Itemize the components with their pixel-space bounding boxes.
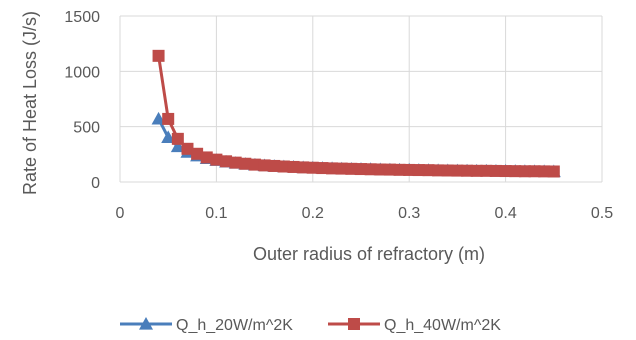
data-point: [441, 164, 454, 177]
x-tick-label: 0.3: [398, 205, 420, 222]
data-point: [171, 132, 184, 145]
data-point: [210, 153, 223, 166]
data-point: [335, 162, 348, 175]
y-axis-title: Rate of Heat Loss (J/s): [20, 11, 40, 195]
data-point: [451, 164, 464, 177]
data-point: [229, 156, 242, 169]
data-point: [345, 162, 358, 175]
data-point: [412, 164, 425, 177]
legend-marker: [139, 317, 153, 330]
data-point: [287, 160, 300, 173]
data-point: [162, 112, 175, 125]
data-point: [161, 130, 176, 144]
data-point: [239, 157, 252, 170]
x-tick-label: 0.4: [494, 205, 516, 222]
series-2: [152, 49, 560, 178]
legend: Q_h_20W/m^2K Q_h_40W/m^2K: [120, 317, 501, 334]
y-tick-label: 1500: [64, 9, 100, 26]
data-point: [499, 165, 512, 178]
tick-labels: 0 500 1000 1500 0 0.1 0.2 0.3 0.4 0.5: [64, 9, 613, 222]
x-tick-label: 0.1: [205, 205, 227, 222]
data-point: [547, 165, 560, 178]
data-point: [355, 163, 367, 176]
legend-label: Q_h_20W/m^2K: [176, 317, 293, 334]
data-point: [432, 164, 445, 177]
data-point: [480, 164, 493, 177]
data-point: [248, 158, 261, 171]
data-point: [489, 164, 502, 177]
legend-label: Q_h_40W/m^2K: [384, 317, 501, 334]
y-tick-label: 1000: [64, 64, 100, 81]
data-point: [461, 164, 474, 177]
x-tick-label: 0.5: [591, 205, 613, 222]
data-point: [393, 163, 406, 176]
data-point: [470, 164, 483, 177]
data-point: [181, 142, 194, 155]
data-point: [191, 147, 204, 160]
data-point: [258, 159, 271, 172]
data-point: [277, 160, 290, 173]
data-point: [316, 162, 329, 175]
data-point: [297, 161, 310, 174]
data-point: [374, 163, 387, 176]
legend-marker: [348, 318, 360, 330]
data-point: [538, 165, 551, 178]
data-point: [403, 163, 416, 176]
gridlines: [120, 15, 603, 182]
x-tick-label: 0: [116, 205, 125, 222]
axes: [119, 16, 602, 183]
data-point: [422, 164, 435, 177]
data-point: [151, 111, 166, 125]
data-point: [170, 139, 185, 153]
data-point: [152, 49, 165, 62]
data-point: [528, 165, 541, 178]
data-point: [364, 163, 377, 176]
y-tick-label: 500: [73, 120, 100, 137]
legend-item: Q_h_20W/m^2K: [120, 317, 293, 334]
data-point: [268, 159, 281, 172]
data-point: [306, 161, 319, 174]
y-tick-label: 0: [91, 175, 100, 192]
legend-item: Q_h_40W/m^2K: [328, 317, 501, 334]
data-point: [518, 165, 531, 178]
x-tick-label: 0.2: [302, 205, 324, 222]
x-axis-title: Outer radius of refractory (m): [253, 244, 485, 264]
data-point: [220, 155, 233, 168]
data-point: [200, 151, 213, 164]
series: [151, 49, 561, 178]
data-point: [383, 163, 396, 176]
data-point: [326, 162, 339, 175]
data-point: [509, 165, 522, 178]
